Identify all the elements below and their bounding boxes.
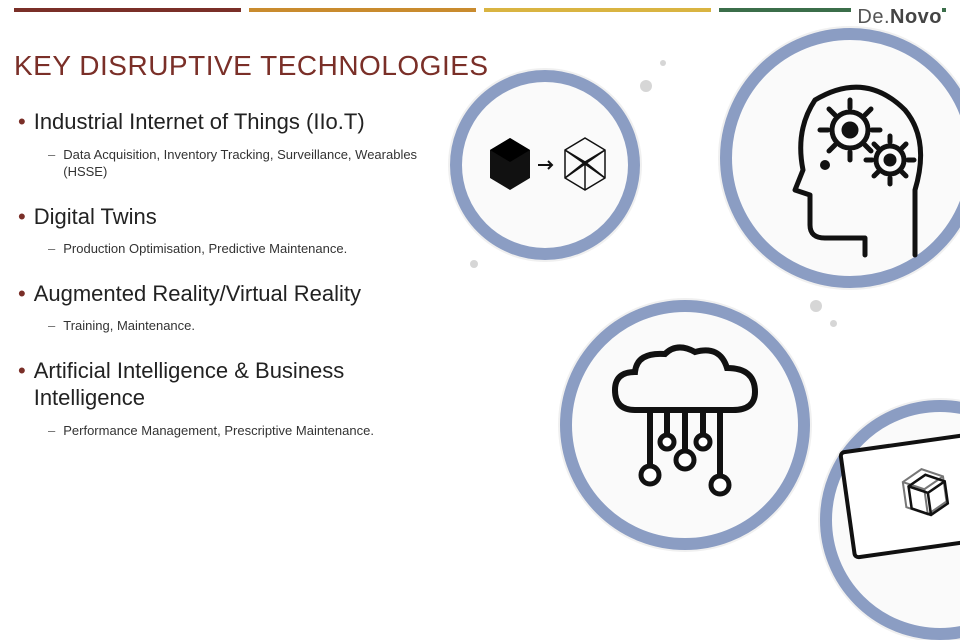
rule-seg-1: [14, 8, 241, 12]
item-sub-text: Training, Maintenance.: [63, 317, 195, 335]
cube-to-wire-icon: [470, 120, 620, 210]
page-title: KEY DISRUPTIVE TECHNOLOGIES: [14, 50, 489, 82]
bullet-icon: •: [18, 280, 26, 308]
dash-icon: –: [48, 317, 55, 335]
bullet-icon: •: [18, 357, 26, 385]
item-head: • Industrial Internet of Things (IIo.T): [18, 108, 448, 136]
item-label: Industrial Internet of Things (IIo.T): [34, 108, 365, 136]
item-sub-text: Production Optimisation, Predictive Main…: [63, 240, 347, 258]
item-head: • Augmented Reality/Virtual Reality: [18, 280, 448, 308]
dash-icon: –: [48, 146, 55, 164]
brand-logo: De.Novo: [851, 6, 942, 29]
bullet-icon: •: [18, 203, 26, 231]
item-label: Artificial Intelligence & Business Intel…: [34, 357, 448, 412]
item-sub: – Data Acquisition, Inventory Tracking, …: [48, 146, 448, 181]
rule-seg-2: [249, 8, 476, 12]
item-head: • Artificial Intelligence & Business Int…: [18, 357, 448, 412]
ink-splat: [830, 320, 837, 327]
bullet-icon: •: [18, 108, 26, 136]
bullet-list: • Industrial Internet of Things (IIo.T) …: [18, 108, 448, 461]
ar-tablet-icon: [838, 430, 960, 560]
item-sub: – Performance Management, Prescriptive M…: [48, 422, 448, 440]
list-item: • Digital Twins – Production Optimisatio…: [18, 203, 448, 258]
list-item: • Artificial Intelligence & Business Int…: [18, 357, 448, 440]
brand-left: De.: [857, 6, 890, 28]
cloud-network-icon: [595, 340, 775, 510]
dash-icon: –: [48, 240, 55, 258]
top-rule: [14, 8, 946, 12]
rule-seg-3: [484, 8, 711, 12]
ink-splat: [640, 80, 652, 92]
list-item: • Industrial Internet of Things (IIo.T) …: [18, 108, 448, 181]
ai-head-gears-icon: [755, 60, 945, 260]
ink-splat: [470, 260, 478, 268]
item-sub: – Production Optimisation, Predictive Ma…: [48, 240, 448, 258]
item-sub: – Training, Maintenance.: [48, 317, 448, 335]
item-sub-text: Data Acquisition, Inventory Tracking, Su…: [63, 146, 448, 181]
ink-splat: [810, 300, 822, 312]
brand-right: Novo: [890, 6, 942, 28]
list-item: • Augmented Reality/Virtual Reality – Tr…: [18, 280, 448, 335]
item-sub-text: Performance Management, Prescriptive Mai…: [63, 422, 374, 440]
item-label: Digital Twins: [34, 203, 157, 231]
ink-splat: [660, 60, 666, 66]
item-label: Augmented Reality/Virtual Reality: [34, 280, 361, 308]
dash-icon: –: [48, 422, 55, 440]
item-head: • Digital Twins: [18, 203, 448, 231]
